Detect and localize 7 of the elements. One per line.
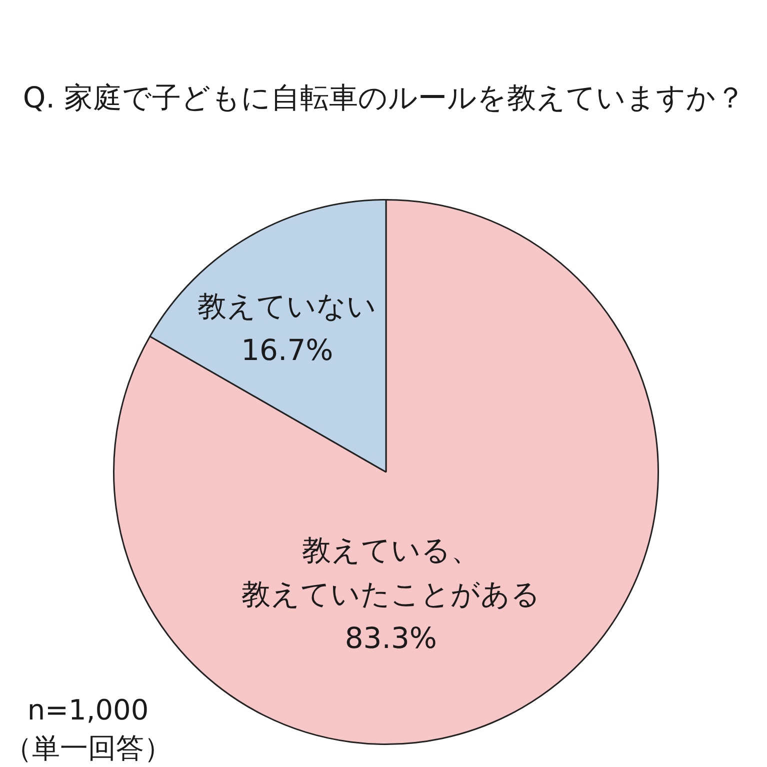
text: n=1,000: [27, 693, 149, 726]
data-label: 16.7%: [241, 332, 334, 367]
chart-title: Q. 家庭で子どもに自転車のルールを教えていますか？: [22, 80, 746, 115]
text: （単一回答）: [4, 731, 172, 764]
slice-label: 教えていない: [198, 288, 377, 323]
data-label: 83.3%: [344, 621, 437, 656]
slice-label: 教えている、教えていたことがある: [241, 533, 540, 612]
